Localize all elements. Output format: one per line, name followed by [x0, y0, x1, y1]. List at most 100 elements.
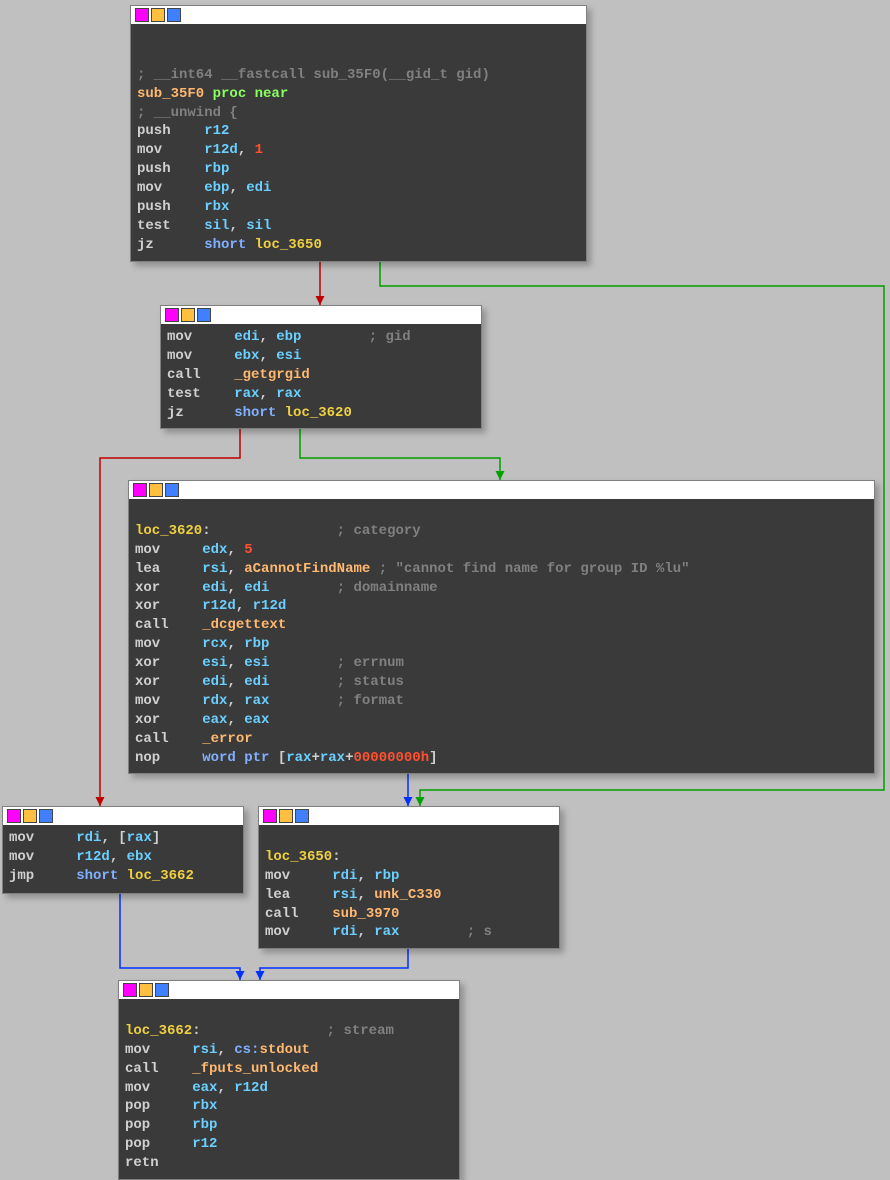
asm-line: ; __unwind {	[137, 104, 580, 123]
graph-icon	[155, 983, 169, 997]
reg-token: eax	[192, 1080, 217, 1096]
palette-icon	[7, 809, 21, 823]
asm-line: lea rsi, unk_C330	[265, 886, 553, 905]
asm-line: test rax, rax	[167, 385, 475, 404]
mn-token: xor	[135, 580, 202, 596]
asm-node-n3[interactable]: loc_3620: ; categorymov edx, 5lea rsi, a…	[128, 480, 875, 774]
asm-line: mov rdi, rax ; s	[265, 923, 553, 942]
kw-token: short	[234, 405, 284, 421]
mn-token: xor	[135, 655, 202, 671]
asm-node-n5[interactable]: loc_3650:mov rdi, rbplea rsi, unk_C330ca…	[258, 806, 560, 949]
asm-line: jz short loc_3650	[137, 236, 580, 255]
reg-token: r12d	[202, 598, 236, 614]
cmt-token: ; stream	[327, 1023, 394, 1039]
palette-icon	[123, 983, 137, 997]
text-token: +	[345, 750, 353, 766]
asm-line: call _getgrgid	[167, 366, 475, 385]
asm-line: loc_3650:	[265, 848, 553, 867]
asm-line: mov rcx, rbp	[135, 635, 868, 654]
asm-line: call _fputs_unlocked	[125, 1060, 453, 1079]
fn-token: _dcgettext	[202, 617, 286, 633]
mn-token: lea	[265, 887, 332, 903]
reg-token: r12d	[234, 1080, 268, 1096]
mn-token: pop	[125, 1117, 192, 1133]
reg-token: rsi	[332, 887, 357, 903]
lbl-token: loc_3650	[255, 237, 322, 253]
text-token: ,	[217, 1042, 234, 1058]
mn-token: mov	[135, 636, 202, 652]
reg-token: rax	[244, 693, 269, 709]
asm-node-n6[interactable]: loc_3662: ; streammov rsi, cs:stdoutcall…	[118, 980, 460, 1180]
palette-icon	[135, 8, 149, 22]
text-token	[269, 580, 336, 596]
reg-token: rdi	[76, 830, 101, 846]
reg-token: ebx	[127, 849, 152, 865]
reg-token: r12	[192, 1136, 217, 1152]
edit-icon	[149, 483, 163, 497]
node-titlebar	[259, 807, 559, 825]
lbl-token: loc_3620	[135, 523, 202, 539]
reg-token: rax	[127, 830, 152, 846]
reg-token: eax	[244, 712, 269, 728]
cmt-token: ; "cannot find name for group ID %lu"	[379, 561, 690, 577]
node-titlebar	[119, 981, 459, 999]
reg-token: rax	[320, 750, 345, 766]
mn-token: mov	[135, 693, 202, 709]
graph-icon	[39, 809, 53, 823]
mn-token: retn	[125, 1155, 159, 1171]
asm-line: call _dcgettext	[135, 616, 868, 635]
text-token: ,	[227, 712, 244, 728]
mn-token: mov	[9, 830, 76, 846]
reg-token: rbp	[374, 868, 399, 884]
asm-node-n4[interactable]: mov rdi, [rax]mov r12d, ebxjmp short loc…	[2, 806, 244, 894]
fn-token: stdout	[259, 1042, 309, 1058]
comment: ; __unwind {	[137, 105, 238, 121]
reg-token: sil	[246, 218, 271, 234]
reg-token: rax	[276, 386, 301, 402]
cmt-token: ; s	[467, 924, 492, 940]
text-token	[204, 86, 212, 102]
reg-token: edi	[234, 329, 259, 345]
node-body: mov edi, ebp ; gidmov ebx, esicall _getg…	[161, 324, 481, 428]
mn-token: lea	[135, 561, 202, 577]
asm-line: mov eax, r12d	[125, 1079, 453, 1098]
mn-token: mov	[135, 542, 202, 558]
asm-line: mov rdx, rax ; format	[135, 692, 868, 711]
asm-line: mov edi, ebp ; gid	[167, 328, 475, 347]
lbl-token: loc_3662	[127, 868, 194, 884]
edit-icon	[181, 308, 195, 322]
asm-line: pop rbx	[125, 1097, 453, 1116]
reg-token: edi	[244, 580, 269, 596]
text-token: :	[202, 523, 210, 539]
asm-line: push r12	[137, 122, 580, 141]
asm-node-n2[interactable]: mov edi, ebp ; gidmov ebx, esicall _getg…	[160, 305, 482, 429]
text-token	[269, 674, 336, 690]
text-token: ,	[227, 636, 244, 652]
reg-token: rdi	[332, 868, 357, 884]
asm-line: xor eax, eax	[135, 711, 868, 730]
text-token: ,	[217, 1080, 234, 1096]
mn-token: mov	[125, 1080, 192, 1096]
asm-line: push rbx	[137, 198, 580, 217]
text-token: ,	[357, 924, 374, 940]
reg-token: r12	[204, 123, 229, 139]
node-body: loc_3650:mov rdi, rbplea rsi, unk_C330ca…	[259, 825, 559, 948]
mn-token: pop	[125, 1098, 192, 1114]
reg-token: rbx	[204, 199, 229, 215]
text-token: ,	[229, 180, 246, 196]
asm-line: mov rdi, [rax]	[9, 829, 237, 848]
text-token: ,	[227, 580, 244, 596]
text-token: :	[332, 849, 340, 865]
reg-token: rcx	[202, 636, 227, 652]
reg-token: edi	[244, 674, 269, 690]
asm-line	[137, 47, 580, 66]
asm-line: loc_3662: ; stream	[125, 1022, 453, 1041]
node-titlebar	[129, 481, 874, 499]
palette-icon	[165, 308, 179, 322]
asm-node-n1[interactable]: ; __int64 __fastcall sub_35F0(__gid_t gi…	[130, 5, 587, 262]
text-token: +	[311, 750, 319, 766]
fn-token: sub_35F0	[137, 86, 204, 102]
mn-token: call	[265, 906, 332, 922]
reg-token: rax	[234, 386, 259, 402]
cmt-token: ; gid	[369, 329, 411, 345]
